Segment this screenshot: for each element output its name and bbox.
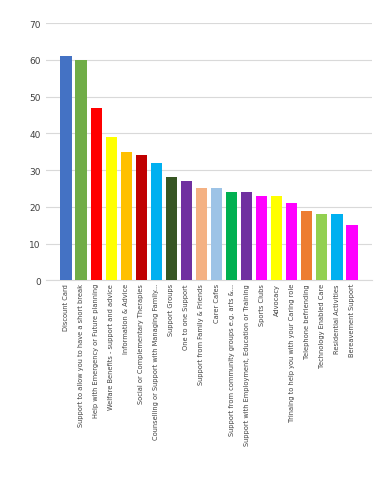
Bar [271,197,282,281]
Bar [286,204,298,281]
Bar [226,193,237,281]
Bar [301,211,312,281]
Bar [346,226,358,281]
Bar [241,193,252,281]
Bar [166,178,177,281]
Bar [316,215,328,281]
Bar [151,164,162,281]
Bar [120,152,132,281]
Bar [331,215,342,281]
Bar [136,156,147,281]
Bar [76,61,87,281]
Bar [60,57,72,281]
Bar [106,138,117,281]
Bar [181,182,192,281]
Bar [211,189,222,281]
Bar [196,189,207,281]
Bar [256,197,267,281]
Bar [90,108,102,281]
